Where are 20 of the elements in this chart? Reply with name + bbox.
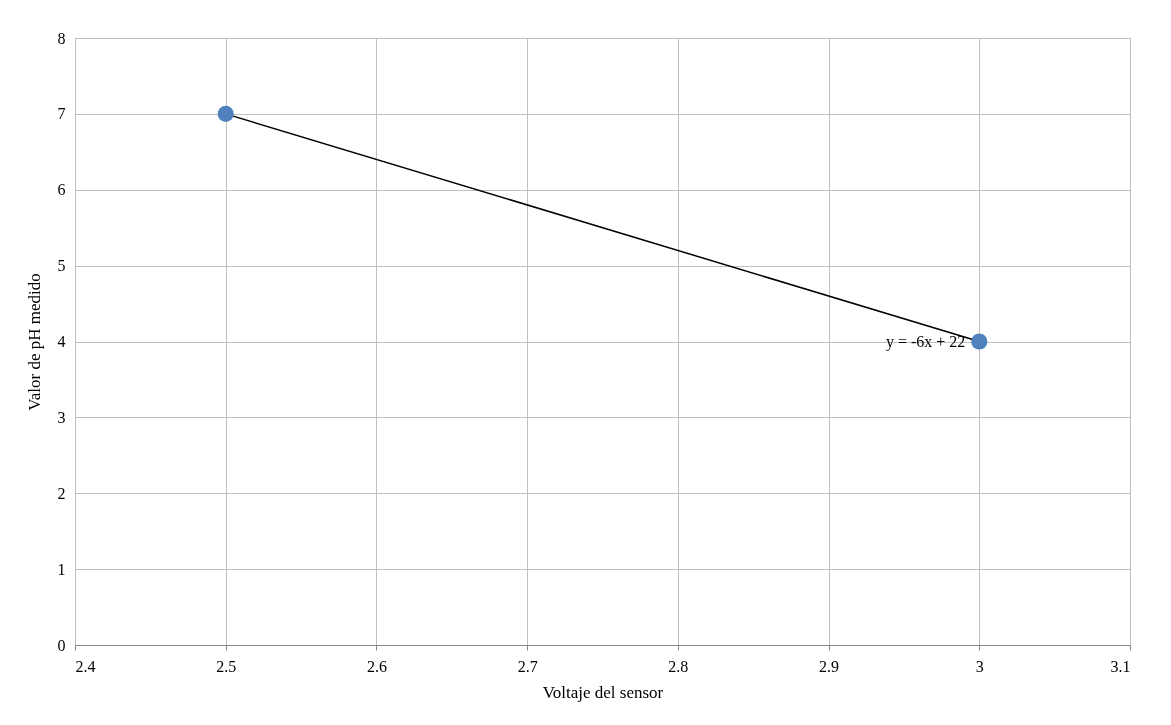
y-tick-label: 5 — [57, 257, 66, 275]
x-tick-label: 2.6 — [366, 657, 387, 675]
y-tick-label: 2 — [57, 484, 66, 502]
y-axis-title: Valor de pH medido — [24, 273, 44, 411]
x-tick-label: 2.7 — [517, 657, 538, 675]
y-tick-label: 1 — [57, 560, 66, 578]
x-tick-label: 3 — [975, 657, 984, 675]
y-tick-label: 0 — [57, 636, 66, 654]
y-tick-label: 3 — [57, 408, 66, 426]
y-tick-label: 7 — [57, 105, 66, 123]
x-tick-label: 2.4 — [75, 657, 96, 675]
x-tick-label: 2.5 — [216, 657, 237, 675]
x-tick-label: 3.1 — [1110, 657, 1131, 675]
y-tick-label: 6 — [57, 181, 66, 199]
x-tick-label: 2.8 — [668, 657, 689, 675]
x-tick-label: 2.9 — [819, 657, 840, 675]
annotation: y = -6x + 22 — [885, 332, 966, 351]
y-tick-label: 8 — [57, 29, 66, 47]
y-tick-label: 4 — [57, 333, 66, 350]
x-axis-title: Voltaje del sensor — [542, 682, 664, 702]
